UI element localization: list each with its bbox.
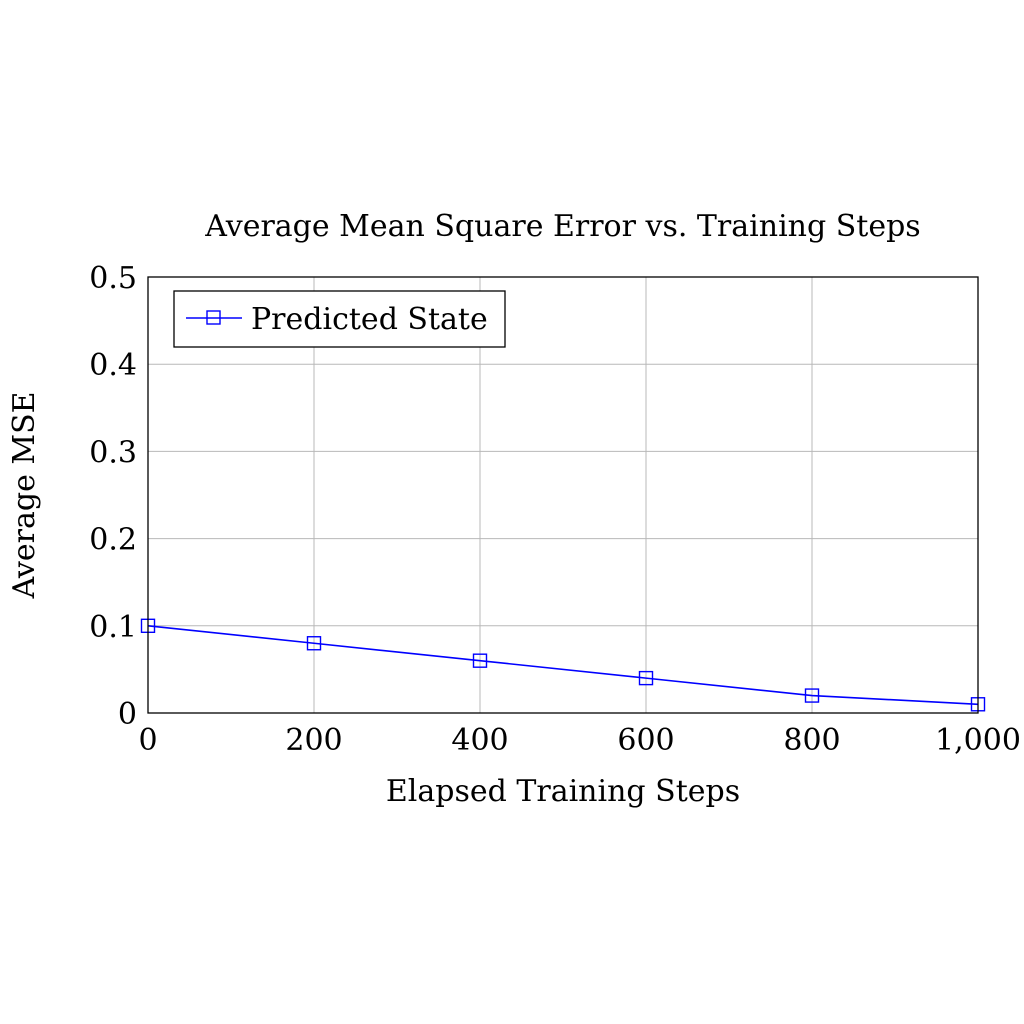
y-tick-label: 0.1	[89, 610, 137, 645]
legend-label: Predicted State	[251, 302, 488, 337]
data-point-marker	[472, 653, 488, 668]
x-tick-label: 0	[138, 723, 157, 758]
x-tick-label: 600	[617, 723, 674, 758]
y-axis-label: Average MSE	[7, 391, 42, 599]
x-tick-label: 200	[285, 723, 342, 758]
x-tick-labels: 0 200 400 600 800 1,000	[138, 723, 1020, 758]
x-tick-label: 1,000	[935, 723, 1021, 758]
legend-box	[173, 290, 506, 348]
legend: Predicted State	[173, 290, 506, 348]
plot-frame	[147, 276, 979, 714]
y-tick-labels: 0 0.1 0.2 0.3 0.4 0.5	[89, 261, 137, 732]
series-line-predicted-state	[147, 625, 979, 706]
x-axis-label: Elapsed Training Steps	[386, 774, 740, 809]
y-tick-label: 0.2	[89, 523, 137, 558]
series-layer	[140, 618, 986, 712]
x-tick-label: 800	[783, 723, 840, 758]
x-tick-label: 400	[451, 723, 508, 758]
legend-square-marker	[206, 310, 221, 325]
chart-title: Average Mean Square Error vs. Training S…	[204, 209, 920, 244]
y-tick-label: 0.4	[89, 348, 137, 383]
y-tick-label: 0	[118, 697, 137, 732]
y-tick-label: 0.3	[89, 435, 137, 470]
data-point-marker	[306, 636, 322, 651]
data-point-marker	[804, 688, 820, 703]
data-point-marker	[638, 670, 654, 686]
y-tick-label: 0.5	[89, 261, 137, 296]
